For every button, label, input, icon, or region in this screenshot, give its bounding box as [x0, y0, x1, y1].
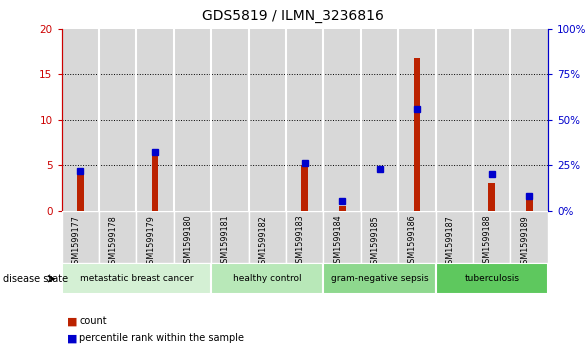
Text: GDS5819 / ILMN_3236816: GDS5819 / ILMN_3236816	[202, 9, 384, 23]
Bar	[435, 211, 473, 263]
Bar	[510, 29, 548, 211]
Text: GSM1599189: GSM1599189	[520, 215, 529, 269]
Bar	[77, 174, 84, 211]
Text: count: count	[79, 316, 107, 326]
Bar	[435, 263, 548, 294]
Text: GSM1599177: GSM1599177	[71, 215, 80, 269]
Bar	[414, 58, 420, 211]
Text: ■: ■	[67, 333, 78, 343]
Bar	[435, 29, 473, 211]
Text: GSM1599181: GSM1599181	[221, 215, 230, 268]
Text: GSM1599183: GSM1599183	[296, 215, 305, 268]
Bar	[526, 197, 533, 211]
Text: disease state: disease state	[3, 274, 68, 284]
Bar	[510, 211, 548, 263]
Text: GSM1599185: GSM1599185	[370, 215, 380, 269]
Text: GSM1599186: GSM1599186	[408, 215, 417, 268]
Text: GSM1599187: GSM1599187	[445, 215, 454, 269]
Bar	[248, 29, 286, 211]
Bar	[248, 211, 286, 263]
Bar	[62, 263, 211, 294]
Text: gram-negative sepsis: gram-negative sepsis	[331, 274, 428, 283]
Bar	[488, 183, 495, 211]
Bar	[286, 29, 323, 211]
Bar	[137, 29, 174, 211]
Bar	[398, 29, 435, 211]
Bar	[211, 29, 248, 211]
Text: GSM1599179: GSM1599179	[146, 215, 155, 269]
Bar	[286, 211, 323, 263]
Text: GSM1599184: GSM1599184	[333, 215, 342, 268]
Text: healthy control: healthy control	[233, 274, 302, 283]
Text: GSM1599182: GSM1599182	[258, 215, 267, 269]
Bar	[361, 29, 398, 211]
Bar	[339, 206, 346, 211]
Bar	[174, 29, 211, 211]
Text: metastatic breast cancer: metastatic breast cancer	[80, 274, 193, 283]
Text: GSM1599188: GSM1599188	[483, 215, 492, 268]
Bar	[211, 211, 248, 263]
Bar	[174, 211, 211, 263]
Bar	[99, 211, 137, 263]
Bar	[211, 263, 323, 294]
Text: GSM1599178: GSM1599178	[108, 215, 118, 269]
Text: GSM1599180: GSM1599180	[183, 215, 192, 268]
Bar	[152, 154, 158, 211]
Bar	[473, 29, 510, 211]
Bar	[361, 211, 398, 263]
Bar	[99, 29, 137, 211]
Bar	[398, 211, 435, 263]
Bar	[323, 211, 361, 263]
Bar	[473, 211, 510, 263]
Text: tuberculosis: tuberculosis	[464, 274, 519, 283]
Bar	[137, 211, 174, 263]
Bar	[62, 211, 99, 263]
Bar	[323, 29, 361, 211]
Text: percentile rank within the sample: percentile rank within the sample	[79, 333, 244, 343]
Bar	[323, 263, 435, 294]
Bar	[301, 165, 308, 211]
Bar	[62, 29, 99, 211]
Text: ■: ■	[67, 316, 78, 326]
